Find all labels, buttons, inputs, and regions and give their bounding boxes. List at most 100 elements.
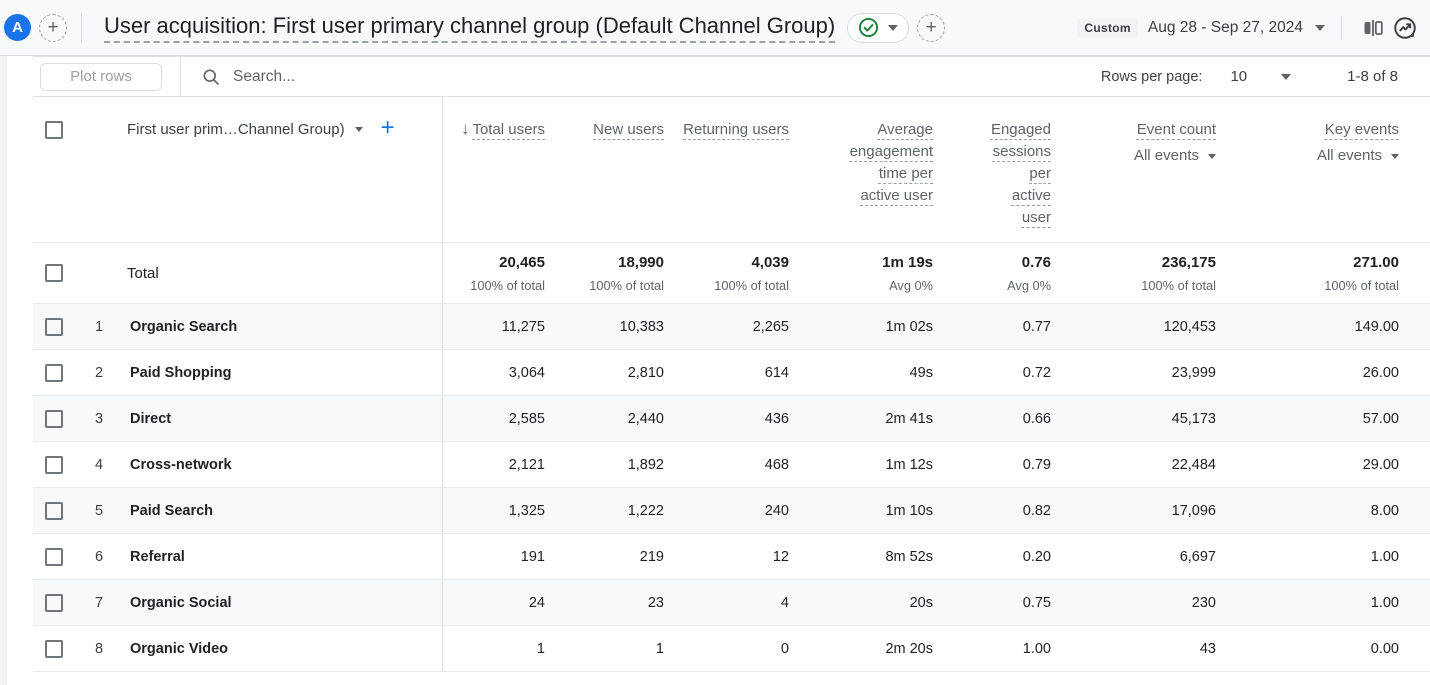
table-row: 1 Organic Search 11,275 10,383 2,265 1m … [33, 303, 1430, 349]
total-value: 271.00 [1353, 253, 1399, 271]
metric-value-cell: 0.82 [1022, 502, 1051, 519]
row-index: 2 [95, 364, 104, 381]
metric-value-cell: 29.00 [1362, 456, 1399, 473]
plot-rows-button[interactable]: Plot rows [40, 62, 162, 91]
row-index: 3 [95, 410, 104, 427]
topbar-right-group: Custom Aug 28 - Sep 27, 2024 [1077, 15, 1418, 41]
dimension-chevron-icon[interactable] [354, 127, 363, 132]
event-count-filter[interactable]: All events [1061, 145, 1216, 167]
pagination-controls: Rows per page: 10 1-8 of 8 [1101, 68, 1430, 85]
row-checkbox[interactable] [45, 317, 63, 336]
table-row: 7 Organic Social 24 23 4 20s 0.75 230 1.… [33, 579, 1430, 625]
row-checkbox[interactable] [45, 363, 63, 382]
row-checkbox[interactable] [45, 547, 63, 566]
sort-descending-icon[interactable]: ↓ [461, 119, 470, 138]
metric-value-cell: 1m 02s [885, 318, 933, 335]
metric-value-cell: 614 [764, 364, 789, 381]
metric-header-label[interactable]: Engaged sessions per active user [990, 121, 1051, 226]
row-index: 4 [95, 456, 104, 473]
row-dimension-cell: 4 Cross-network [33, 442, 443, 487]
table-total-row: Total 20,465 100% of total 18,990 100% o… [33, 242, 1430, 303]
date-range-chevron-icon[interactable] [1315, 24, 1325, 31]
select-all-checkbox[interactable] [45, 121, 63, 139]
add-segment-button[interactable]: + [917, 13, 946, 42]
top-app-bar: A + User acquisition: First user primary… [0, 0, 1430, 56]
total-label-cell: Total [33, 243, 443, 303]
metric-value-cell: 2,440 [627, 410, 664, 427]
report-title[interactable]: User acquisition: First user primary cha… [104, 13, 836, 43]
comparison-builder-icon[interactable] [1360, 15, 1386, 41]
row-index: 1 [95, 318, 104, 335]
row-checkbox[interactable] [45, 501, 63, 520]
metric-header-label[interactable]: Average engagement time per active user [849, 121, 933, 204]
plus-icon: + [925, 17, 937, 38]
metric-value-cell: 2,585 [508, 410, 545, 427]
add-comparison-button[interactable]: + [39, 13, 67, 42]
row-dimension-cell: 7 Organic Social [33, 580, 443, 625]
metric-value-cell: 1,222 [627, 502, 664, 519]
insights-icon[interactable] [1392, 15, 1418, 41]
table-row: 3 Direct 2,585 2,440 436 2m 41s 0.66 45,… [33, 395, 1430, 441]
rows-per-page-select[interactable]: 10 [1230, 68, 1248, 85]
table-row: 4 Cross-network 2,121 1,892 468 1m 12s 0… [33, 441, 1430, 487]
metric-value-cell: 0.77 [1022, 318, 1051, 335]
total-cell: 20,465 100% of total [443, 243, 555, 303]
total-sub: 100% of total [1141, 277, 1216, 293]
add-dimension-button[interactable]: + [380, 114, 395, 141]
row-channel-label: Cross-network [130, 456, 232, 473]
row-channel-label: Paid Shopping [130, 364, 232, 381]
dimension-header-label[interactable]: First user prim…Channel Group) [127, 121, 345, 138]
rows-per-page-label: Rows per page: [1100, 68, 1203, 85]
total-row-checkbox[interactable] [45, 264, 63, 282]
metric-value-cell: 0.72 [1022, 364, 1051, 381]
rows-per-page-chevron-icon[interactable] [1281, 73, 1292, 80]
search-container [201, 66, 551, 87]
total-value: 18,990 [618, 253, 664, 271]
row-dimension-cell: 1 Organic Search [33, 304, 443, 349]
toolbar-divider [180, 56, 181, 97]
metric-value-cell: 8.00 [1370, 502, 1399, 519]
metric-header-label[interactable]: Total users [472, 121, 545, 138]
metric-value-cell: 49s [909, 364, 933, 381]
metric-value-cell: 120,453 [1163, 318, 1216, 335]
metric-header-label[interactable]: Returning users [683, 121, 789, 138]
row-index: 5 [95, 502, 104, 519]
search-input[interactable] [231, 66, 551, 87]
metric-value-cell: 2,810 [627, 364, 664, 381]
date-range-label[interactable]: Aug 28 - Sep 27, 2024 [1147, 18, 1303, 36]
total-cell: 236,175 100% of total [1061, 243, 1226, 303]
all-events-label: All events [1133, 147, 1199, 164]
row-checkbox[interactable] [45, 409, 63, 428]
metric-header-label[interactable]: Key events [1324, 121, 1399, 138]
total-cell: 271.00 100% of total [1226, 243, 1430, 303]
metric-value-cell: 468 [764, 456, 789, 473]
metric-value-cell: 22,484 [1171, 456, 1216, 473]
row-dimension-cell: 3 Direct [33, 396, 443, 441]
metric-value-cell: 1m 10s [885, 502, 933, 519]
total-sub: 100% of total [589, 277, 664, 293]
row-checkbox[interactable] [45, 593, 63, 612]
row-checkbox[interactable] [45, 639, 63, 658]
chevron-down-icon [1208, 153, 1216, 159]
total-value: 4,039 [751, 253, 789, 271]
header-engaged-sessions: Engaged sessions per active user [943, 97, 1061, 242]
report-status-control[interactable] [847, 12, 910, 43]
date-range-custom-badge: Custom [1077, 17, 1138, 38]
metric-header-label[interactable]: New users [593, 121, 664, 138]
total-cell: 0.76 Avg 0% [943, 243, 1061, 303]
metric-value-cell: 17,096 [1171, 502, 1216, 519]
header-new-users: New users [555, 97, 674, 242]
metric-value-cell: 2m 41s [885, 410, 933, 427]
total-sub: 100% of total [714, 277, 789, 293]
metric-value-cell: 23 [647, 594, 664, 611]
metric-header-label[interactable]: Event count [1136, 121, 1216, 138]
metric-value-cell: 2,121 [508, 456, 545, 473]
metric-value-cell: 1 [536, 640, 545, 657]
row-checkbox[interactable] [45, 455, 63, 474]
row-index: 8 [95, 640, 104, 657]
metric-value-cell: 1.00 [1370, 594, 1399, 611]
row-dimension-cell: 5 Paid Search [33, 488, 443, 533]
key-events-filter[interactable]: All events [1226, 145, 1399, 167]
metric-value-cell: 26.00 [1362, 364, 1399, 381]
topbar-icon-divider [1341, 15, 1342, 40]
